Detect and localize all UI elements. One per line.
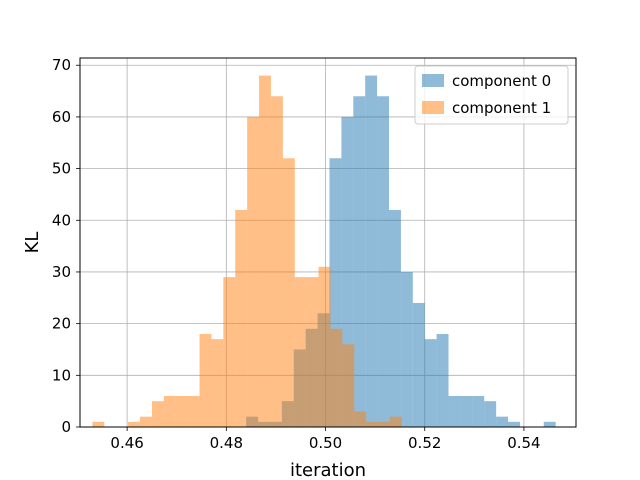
y-axis-label: KL [22,232,43,254]
bar-series-0 [472,395,485,427]
bar-series-1 [223,277,236,427]
bar-series-0 [424,339,437,427]
bar-series-1 [330,328,343,427]
bar-series-1 [151,401,164,427]
legend-swatch [422,74,444,87]
bar-series-1 [235,209,248,427]
bar-series-0 [329,158,342,427]
y-tick-label: 10 [52,366,71,384]
x-tick-label: 0.54 [507,434,540,452]
bar-series-0 [377,96,390,427]
bars-layer [92,75,556,428]
legend-label: component 1 [452,99,551,117]
bar-series-1 [282,158,295,427]
bar-series-0 [412,302,425,427]
bar-series-1 [294,277,307,427]
y-tick-label: 40 [52,211,71,229]
legend-swatch [422,101,444,114]
bar-series-1 [390,416,402,427]
bar-series-1 [211,339,224,427]
bar-series-0 [508,421,520,427]
bar-series-1 [366,421,379,427]
bar-series-0 [496,416,509,427]
bar-series-1 [318,266,331,427]
x-tick-label: 0.48 [210,434,243,452]
bar-series-1 [306,277,319,427]
bar-series-1 [175,395,188,427]
x-tick-label: 0.50 [309,434,342,452]
y-tick-label: 50 [52,160,71,178]
bar-series-0 [436,333,449,427]
grid-lines [80,58,576,428]
bar-series-1 [163,395,176,427]
bar-series-0 [365,75,378,428]
bar-series-1 [128,421,141,427]
bar-series-1 [259,75,271,428]
bar-series-1 [354,411,367,427]
y-tick-label: 60 [52,108,71,126]
plot-frame [79,57,577,428]
bar-series-0 [460,395,473,427]
bar-series-0 [389,209,401,427]
y-axis-ticks: 0 10 20 30 40 50 60 70 [52,56,80,436]
bar-series-1 [270,96,283,427]
bar-series-1 [199,333,212,427]
bar-series-0 [448,395,461,427]
x-tick-label: 0.52 [408,434,441,452]
bar-series-1 [187,395,200,427]
bar-series-0 [400,271,413,427]
x-axis-label: iteration [290,460,366,480]
legend: component 0 component 1 [414,65,569,125]
x-tick-label: 0.46 [110,434,143,452]
bar-series-1 [140,416,152,427]
bar-series-1 [378,421,390,427]
y-tick-label: 0 [61,418,71,436]
bar-series-0 [341,116,354,428]
bar-series-1 [342,344,355,427]
x-axis-ticks: 0.46 0.48 0.50 0.52 0.54 [110,427,541,452]
legend-label: component 0 [452,72,551,90]
bar-series-1 [247,116,260,428]
bar-series-0 [484,401,497,427]
y-tick-label: 20 [52,315,71,333]
y-tick-label: 30 [52,263,71,281]
y-tick-label: 70 [52,56,71,74]
bar-series-0 [543,421,556,427]
bar-series-1 [92,421,105,427]
legend-box [414,65,569,125]
bar-series-0 [353,96,366,427]
